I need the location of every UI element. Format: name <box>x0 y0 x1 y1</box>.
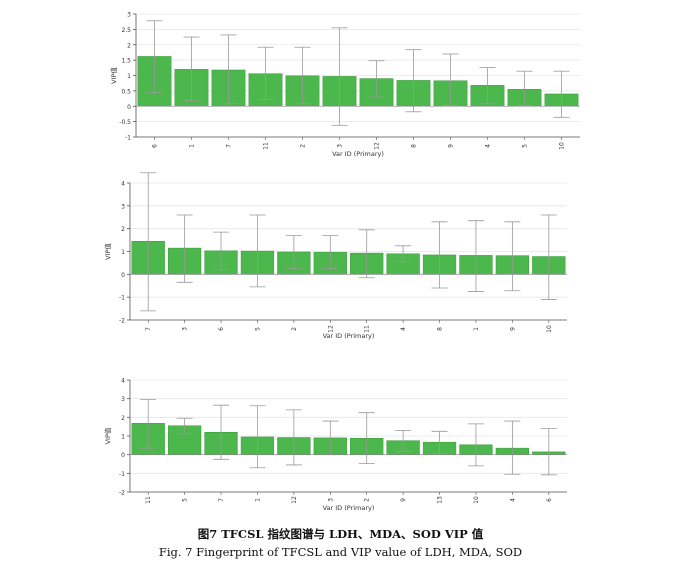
x-tick-label: 7 <box>145 327 152 331</box>
x-axis-label: Var ID (Primary) <box>323 332 375 340</box>
figure-caption-english: Fig. 7 Fingerprint of TFCSL and VIP valu… <box>158 545 523 559</box>
y-tick-label: -2 <box>119 318 125 325</box>
x-tick-label: 3 <box>337 144 344 148</box>
x-tick-label: 2 <box>300 144 307 148</box>
y-tick-label: -1 <box>119 471 125 478</box>
x-tick-label: 9 <box>509 327 516 331</box>
y-tick-label: -2 <box>119 490 125 497</box>
x-tick-label: 6 <box>152 144 159 148</box>
x-tick-label: 8 <box>411 144 418 148</box>
y-tick-label: 2 <box>121 415 125 422</box>
y-tick-label: 1 <box>121 434 125 441</box>
x-axis-label: Var ID (Primary) <box>332 150 384 158</box>
x-tick-label: 11 <box>263 142 270 150</box>
x-tick-label: 2 <box>291 327 298 331</box>
y-tick-label: 0.5 <box>121 88 131 95</box>
x-tick-label: 2 <box>364 498 371 502</box>
figure-caption-chinese: 图7 TFCSL 指纹图谱与 LDH、MDA、SOD VIP 值 <box>197 527 484 541</box>
y-tick-label: 3 <box>121 396 125 403</box>
y-tick-label: -1 <box>125 135 131 142</box>
x-tick-label: 10 <box>473 496 480 504</box>
x-tick-label: 6 <box>546 498 553 502</box>
y-tick-label: 1 <box>127 73 131 80</box>
x-tick-label: 5 <box>182 498 189 502</box>
y-tick-label: 3 <box>121 203 125 210</box>
x-tick-label: 11 <box>145 496 152 504</box>
x-tick-label: 6 <box>218 327 225 331</box>
y-tick-label: 1.5 <box>121 58 131 65</box>
x-tick-label: 1 <box>254 498 261 502</box>
y-axis-label: VIP值 <box>109 67 118 84</box>
y-tick-label: 2 <box>121 226 125 233</box>
x-tick-label: 12 <box>374 142 381 150</box>
y-tick-label: 0 <box>121 452 125 459</box>
x-tick-label: 11 <box>364 325 371 333</box>
y-tick-label: 0 <box>121 272 125 279</box>
y-tick-label: 4 <box>121 181 125 188</box>
x-tick-label: 3 <box>327 498 334 502</box>
x-tick-label: 1 <box>473 327 480 331</box>
x-tick-label: 9 <box>400 498 407 502</box>
x-tick-label: 10 <box>546 325 553 333</box>
x-tick-label: 4 <box>509 498 516 502</box>
x-tick-label: 4 <box>400 327 407 331</box>
y-tick-label: 4 <box>121 378 125 385</box>
y-tick-label: 1 <box>121 249 125 256</box>
x-tick-label: 7 <box>226 144 233 148</box>
y-tick-label: -0.5 <box>119 119 131 126</box>
x-tick-label: 12 <box>327 325 334 333</box>
x-tick-label: 7 <box>218 498 225 502</box>
x-tick-label: 4 <box>485 144 492 148</box>
y-tick-label: 2.5 <box>121 27 131 34</box>
x-tick-label: 1 <box>189 144 196 148</box>
x-tick-label: 12 <box>291 496 298 504</box>
x-tick-label: 5 <box>254 327 261 331</box>
x-axis-label: Var ID (Primary) <box>323 504 375 512</box>
x-tick-label: 9 <box>448 144 455 148</box>
y-tick-label: 0 <box>127 104 131 111</box>
x-tick-label: 8 <box>437 327 444 331</box>
x-tick-label: 13 <box>437 496 444 504</box>
y-axis-label: VIP值 <box>103 427 112 444</box>
x-tick-label: 10 <box>559 142 566 150</box>
y-tick-label: 2 <box>127 42 131 49</box>
x-tick-label: 3 <box>182 327 189 331</box>
y-axis-label: VIP值 <box>103 243 112 260</box>
y-tick-label: 3 <box>127 12 131 19</box>
x-tick-label: 5 <box>522 144 529 148</box>
chart-1: -1 -0.5 0 0.5 1 1.5 2 2.5 3 VIP值 6 1 7 11 2 3 12 8 9 4 5 10 Va… <box>109 12 580 158</box>
y-tick-label: -1 <box>119 295 125 302</box>
